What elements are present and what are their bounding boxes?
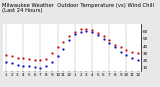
Text: Milwaukee Weather  Outdoor Temperature (vs) Wind Chill (Last 24 Hours): Milwaukee Weather Outdoor Temperature (v… [2,3,154,13]
